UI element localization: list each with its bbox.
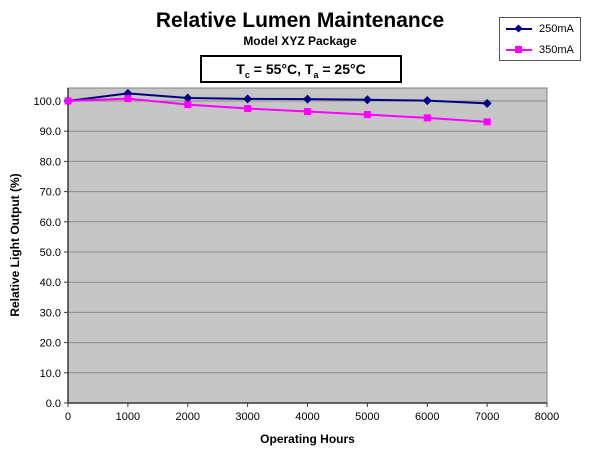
legend-entry-350mA: 350mA [500, 39, 580, 60]
x-tick-label: 4000 [295, 411, 319, 423]
x-tick-label: 8000 [535, 411, 559, 423]
condition-annotation-box: Tc = 55°C, Ta = 25°C [200, 55, 402, 83]
square-marker-icon [244, 105, 252, 113]
x-axis: 0 1000 2000 3000 4000 5000 6000 7000 8000 [65, 403, 559, 423]
square-marker-icon [184, 101, 192, 109]
diamond-marker-icon [482, 98, 492, 108]
chart-subtitle: Model XYZ Package [243, 34, 357, 48]
plot-background [67, 87, 548, 404]
diamond-marker-icon [243, 94, 253, 104]
x-tick-label: 3000 [235, 411, 259, 423]
diamond-marker-icon [303, 94, 312, 104]
legend-entry-250mA: 250mA [500, 18, 580, 39]
y-tick-label: 80.0 [40, 156, 61, 168]
line-swatch-350mA [506, 46, 532, 53]
chart-title: Relative Lumen Maintenance [155, 9, 445, 32]
x-tick-label: 6000 [415, 411, 439, 423]
y-tick-label: 90.0 [40, 126, 61, 138]
square-marker-icon [304, 108, 311, 116]
y-axis-title: Relative Light Output (%) [8, 173, 22, 317]
annotation-text: Tc = 55°C, Ta = 25°C [236, 61, 366, 80]
y-tick-label: 10.0 [40, 368, 61, 380]
square-marker-icon [64, 97, 72, 105]
y-tick-label: 40.0 [40, 277, 61, 289]
square-marker-icon [483, 118, 491, 126]
diamond-marker-icon [422, 96, 432, 106]
y-tick-label: 70.0 [40, 187, 61, 199]
y-tick-label: 60.0 [40, 217, 61, 229]
y-tick-label: 0.0 [46, 398, 61, 410]
legend-label: 350mA [539, 43, 574, 56]
x-tick-label: 1000 [116, 411, 140, 423]
square-marker-icon [124, 95, 132, 103]
series-350mA [64, 95, 491, 126]
diamond-marker-icon [514, 24, 523, 33]
diamond-marker-icon [362, 95, 372, 105]
square-marker-icon [423, 114, 431, 122]
diamond-marker-icon [183, 93, 193, 103]
square-marker-icon [363, 111, 371, 119]
x-tick-label: 2000 [176, 411, 200, 423]
square-marker-icon [515, 46, 522, 53]
legend: 250mA 350mA [499, 17, 581, 61]
x-tick-label: 0 [65, 411, 71, 423]
x-tick-label: 5000 [355, 411, 379, 423]
y-tick-label: 20.0 [40, 338, 61, 350]
y-tick-label: 100.0 [33, 96, 61, 108]
legend-label: 250mA [539, 22, 574, 35]
x-tick-label: 7000 [475, 411, 499, 423]
line-swatch-250mA [506, 24, 532, 33]
y-tick-label: 30.0 [40, 307, 61, 319]
y-tick-label: 50.0 [40, 247, 61, 259]
y-axis: 0.0 10.0 20.0 30.0 40.0 50.0 60.0 70.0 80.0 90.0 1… [33, 96, 68, 410]
x-axis-title: Operating Hours [260, 432, 355, 446]
